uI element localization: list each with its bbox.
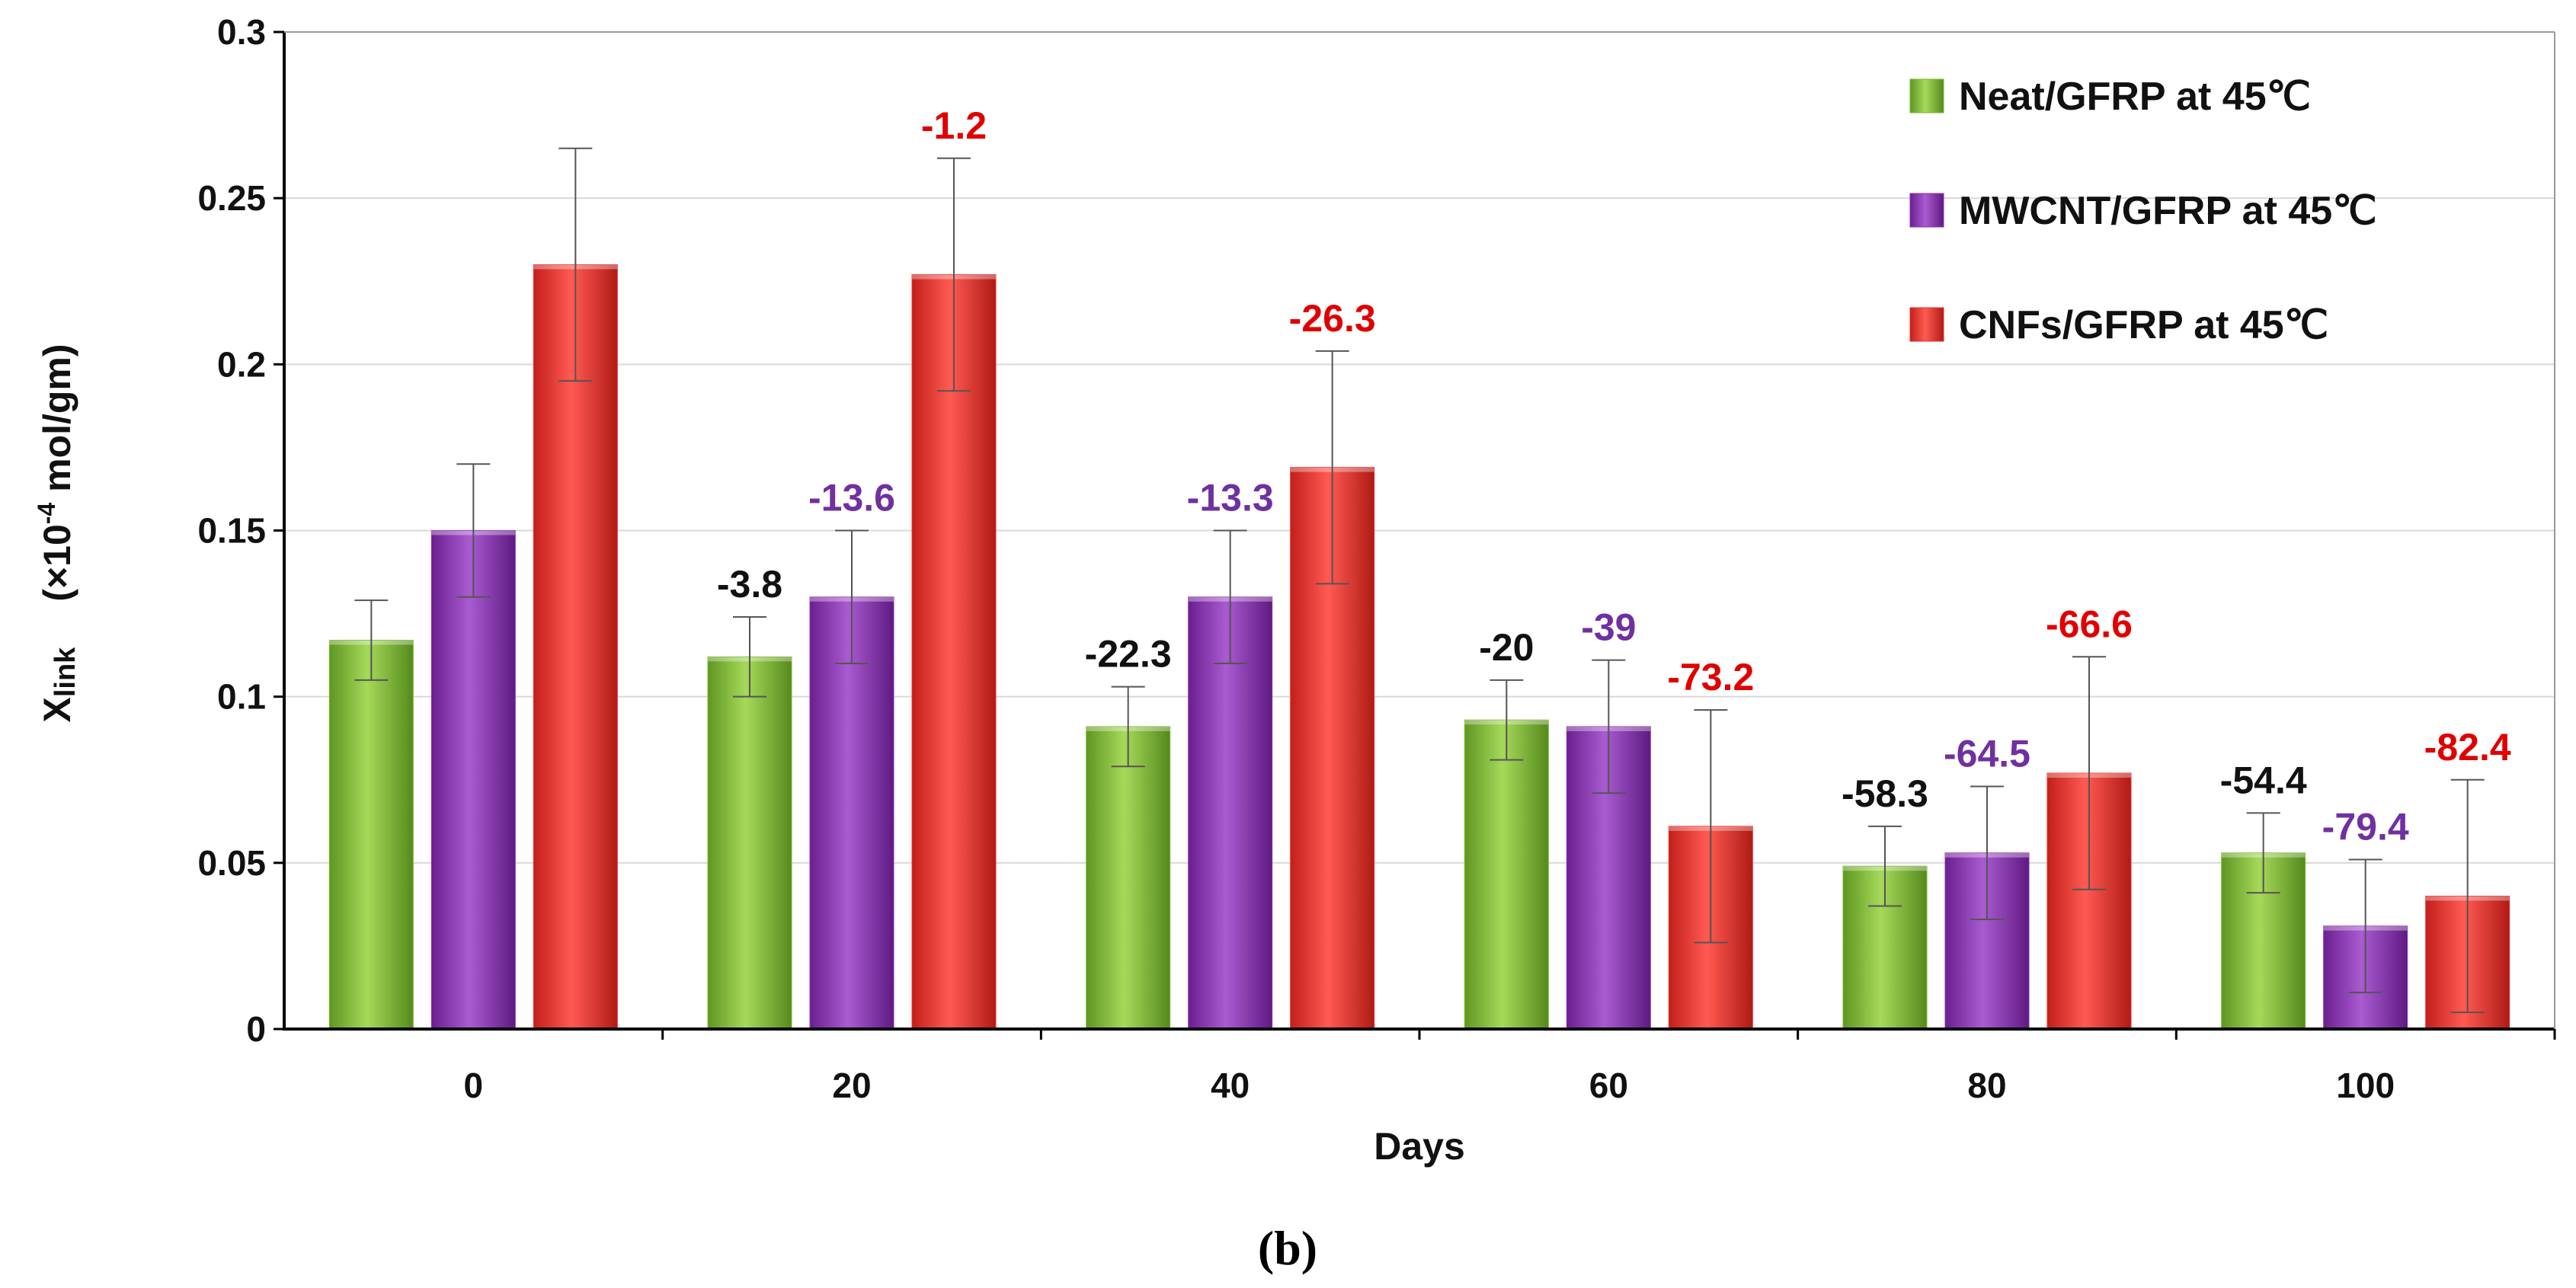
legend-swatch <box>1909 78 1944 113</box>
y-tick-label: 0.15 <box>197 511 266 551</box>
y-tick-label: 0.05 <box>197 843 266 883</box>
y-axis-title-units-prefix: (×10 <box>36 524 78 601</box>
svg-text:Xlink(×10-4 mol/gm): Xlink (×10-4 mol/gm) <box>33 344 82 722</box>
data-label: -13.3 <box>1187 477 1274 519</box>
y-tick-label: 0.25 <box>197 178 266 218</box>
y-axis-title-units-suffix: mol/gm) <box>36 344 78 502</box>
y-axis-title-main: X <box>36 697 78 722</box>
data-label: -73.2 <box>1667 656 1754 698</box>
x-tick-labels: 0 20 40 60 80 100 <box>464 1029 2556 1105</box>
y-axis-title-units-exp: -4 <box>33 503 60 525</box>
data-label: -79.4 <box>2322 805 2409 848</box>
legend-label: Neat/GFRP at 45℃ <box>1959 75 2311 119</box>
legend: Neat/GFRP at 45℃ MWCNT/GFRP at 45℃ CNFs/GF… <box>1909 75 2377 347</box>
bar <box>1464 719 1549 1030</box>
y-tick-label: 0.1 <box>217 677 266 717</box>
x-tick-label: 0 <box>464 1066 484 1105</box>
bars <box>328 264 2510 1030</box>
y-tick-labels: 0 0.05 0.1 0.15 0.2 0.25 0.3 <box>197 12 266 1049</box>
y-axis-title: Xlink (×10-4 mol/gm) <box>33 344 82 722</box>
legend-swatch <box>1909 193 1944 228</box>
data-label: -20 <box>1479 626 1534 669</box>
x-tick-label: 60 <box>1589 1066 1628 1105</box>
error-bars <box>354 147 2485 1014</box>
data-labels: -3.8 -13.6 -1.2 -22.3 -13.3 -26.3 -20 -39 -73.2 -… <box>717 104 2511 849</box>
y-axis-title-sub: link <box>50 647 82 697</box>
data-label: -82.4 <box>2424 726 2511 769</box>
figure-caption: (b) <box>1258 1221 1317 1275</box>
bar <box>1188 596 1273 1030</box>
x-axis-title: Days <box>1374 1125 1465 1168</box>
y-tick-label: 0 <box>246 1009 266 1049</box>
x-tick-label: 40 <box>1211 1066 1250 1105</box>
data-label: -58.3 <box>1842 772 1928 815</box>
bar <box>328 639 414 1030</box>
data-label: -64.5 <box>1944 732 2030 775</box>
bar <box>1086 726 1171 1030</box>
legend-label: MWCNT/GFRP at 45℃ <box>1959 189 2377 233</box>
data-label: -54.4 <box>2220 759 2307 801</box>
x-tick-label: 20 <box>832 1066 871 1105</box>
legend-label: CNFs/GFRP at 45℃ <box>1959 303 2328 347</box>
data-label: -39 <box>1581 606 1636 649</box>
data-label: -3.8 <box>717 563 782 606</box>
y-tick-label: 0.3 <box>217 12 266 52</box>
bar <box>911 274 997 1030</box>
data-label: -26.3 <box>1289 297 1376 340</box>
data-label: -22.3 <box>1085 633 1172 676</box>
gridlines <box>274 30 2555 1031</box>
data-label: -1.2 <box>921 104 987 147</box>
bar <box>430 530 516 1030</box>
data-label: -13.6 <box>808 477 895 519</box>
x-tick-label: 100 <box>2336 1066 2395 1105</box>
legend-swatch <box>1909 307 1944 342</box>
data-label: -66.6 <box>2046 602 2133 645</box>
x-tick-label: 80 <box>1967 1066 2006 1105</box>
y-tick-label: 0.2 <box>217 344 266 384</box>
bar <box>707 656 792 1030</box>
bar <box>533 264 618 1030</box>
